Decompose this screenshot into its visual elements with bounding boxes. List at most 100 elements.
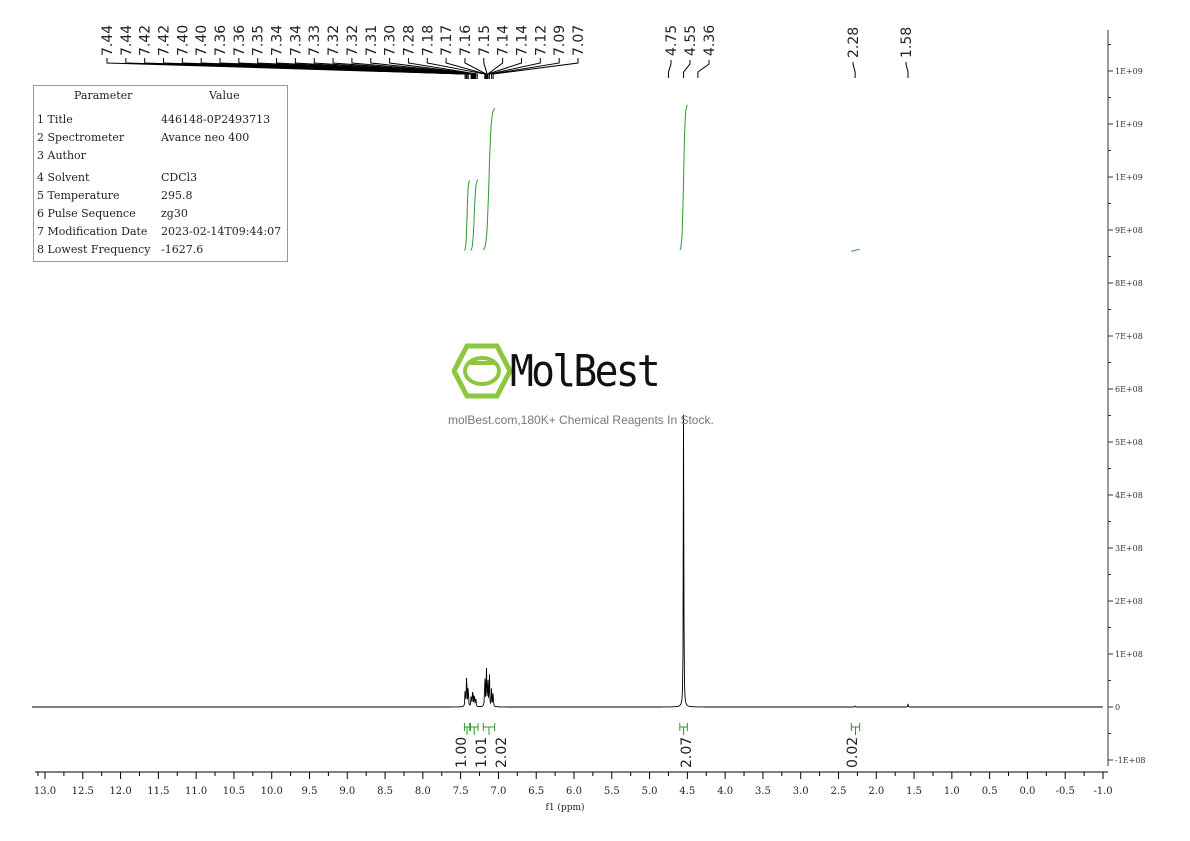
- param-row: 5 Temperature 295.8: [37, 189, 193, 202]
- peak-label-connector: [683, 60, 691, 78]
- x-tick-label: 0.0: [1019, 786, 1035, 797]
- peak-label-connector: [257, 58, 473, 79]
- peak-label: 7.40: [175, 25, 191, 56]
- peak-label-connector: [483, 58, 488, 79]
- peak-label: 7.18: [420, 25, 436, 56]
- param-key: 5 Temperature: [37, 189, 120, 202]
- integral-value: 2.02: [494, 737, 510, 768]
- y-tick-label: 1E+08: [1115, 650, 1143, 659]
- y-tick-label: 3E+08: [1115, 544, 1143, 553]
- peak-label-connector: [464, 58, 487, 79]
- param-value: CDCl3: [161, 171, 198, 184]
- x-tick-label: 10.0: [261, 786, 283, 797]
- peak-label: 7.35: [251, 25, 267, 56]
- x-tick-label: 8.0: [415, 786, 431, 797]
- x-tick-label: 7.5: [453, 786, 469, 797]
- peak-label: 7.32: [326, 25, 342, 56]
- peak-label: 7.32: [345, 25, 361, 56]
- integral-curve: [482, 108, 496, 251]
- y-tick-label: 1E+09: [1115, 120, 1143, 129]
- integral-value: 2.07: [679, 737, 695, 768]
- param-row: 6 Pulse Sequence zg30: [37, 207, 188, 220]
- integral-bracket: [469, 723, 479, 735]
- parameter-table: Parameter Value 1 Title 446148-0P2493713 …: [33, 85, 288, 262]
- spectrum-trace: [32, 414, 1103, 708]
- x-tick-label: 2.5: [831, 786, 847, 797]
- param-value: -1627.6: [161, 243, 204, 256]
- param-row: 7 Modification Date 2023-02-14T09:44:07: [37, 225, 281, 238]
- peak-label: 7.14: [514, 25, 530, 56]
- x-tick-label: 3.5: [755, 786, 771, 797]
- peak-label-connector: [487, 58, 522, 79]
- peak-label: 7.44: [119, 25, 135, 56]
- x-tick-label: 11.0: [185, 786, 207, 797]
- peak-label: 7.31: [364, 25, 380, 56]
- peak-label: 7.42: [157, 25, 173, 56]
- peak-label: 4.75: [664, 25, 680, 56]
- peak-label-connector: [370, 58, 476, 79]
- y-tick-label: 7E+08: [1115, 332, 1143, 341]
- integral-value: 0.02: [845, 737, 861, 768]
- peak-label-connector: [351, 58, 475, 79]
- x-tick-label: 9.5: [302, 786, 318, 797]
- peak-label: 7.34: [288, 25, 304, 56]
- peak-label: 7.07: [571, 25, 587, 56]
- param-row: 8 Lowest Frequency -1627.6: [37, 243, 203, 256]
- integral-bracket: [482, 723, 496, 735]
- peak-label-connector: [487, 58, 504, 79]
- integral-bracket: [850, 723, 861, 735]
- peak-label: 7.42: [138, 25, 154, 56]
- x-tick-label: 4.5: [679, 786, 695, 797]
- peak-label: 7.15: [477, 25, 493, 56]
- integral-curve: [470, 179, 479, 251]
- y-tick-label: 4E+08: [1115, 491, 1143, 500]
- peak-label-connector: [407, 58, 478, 79]
- peak-label: 7.17: [439, 25, 455, 56]
- peak-label: 7.09: [552, 25, 568, 56]
- param-header: Parameter: [74, 89, 133, 102]
- peak-label-connector: [389, 58, 477, 79]
- peak-label-connector: [905, 62, 909, 78]
- x-tick-label: 1.0: [944, 786, 960, 797]
- y-tick-label: 5E+08: [1115, 438, 1143, 447]
- param-row: 4 Solvent CDCl3: [37, 171, 197, 184]
- peak-label: 7.30: [383, 25, 399, 56]
- integral-curve: [679, 104, 688, 251]
- peak-label-connector: [445, 58, 487, 79]
- peak-label: 7.34: [270, 25, 286, 56]
- peak-label: 7.33: [307, 25, 323, 56]
- peak-label: 7.12: [533, 25, 549, 56]
- x-tick-label: 6.0: [566, 786, 582, 797]
- x-tick-label: 1.5: [906, 786, 922, 797]
- param-row: 3 Author: [37, 149, 161, 162]
- y-tick-label: 1E+09: [1115, 173, 1143, 182]
- peak-label: 4.36: [702, 25, 718, 56]
- molbest-logo-icon: [452, 343, 512, 399]
- peak-label: 7.14: [496, 25, 512, 56]
- peak-label: 7.36: [213, 25, 229, 56]
- peak-label: 4.55: [683, 25, 699, 56]
- x-tick-label: 2.0: [868, 786, 884, 797]
- param-value: 295.8: [161, 189, 193, 202]
- peak-label-connector: [852, 62, 856, 78]
- x-tick-label: 5.5: [604, 786, 620, 797]
- integral-bracket: [679, 723, 688, 735]
- param-key: 4 Solvent: [37, 171, 90, 184]
- param-key: 7 Modification Date: [37, 225, 148, 238]
- x-axis-label: f1 (ppm): [546, 802, 585, 813]
- x-tick-label: 4.0: [717, 786, 733, 797]
- peak-label: 2.28: [846, 27, 862, 58]
- peak-label-connector: [313, 58, 474, 79]
- peak-label: 7.40: [194, 25, 210, 56]
- peak-label-connector: [426, 58, 486, 79]
- param-value: 446148-0P2493713: [161, 113, 271, 126]
- peak-label-connector: [492, 58, 579, 79]
- peak-label: 1.58: [899, 27, 915, 58]
- x-tick-label: 6.5: [528, 786, 544, 797]
- peak-label-connector: [488, 58, 541, 79]
- x-tick-label: 0.5: [982, 786, 998, 797]
- value-header: Value: [209, 89, 240, 102]
- x-tick-label: 5.0: [642, 786, 658, 797]
- x-tick-label: 8.5: [377, 786, 393, 797]
